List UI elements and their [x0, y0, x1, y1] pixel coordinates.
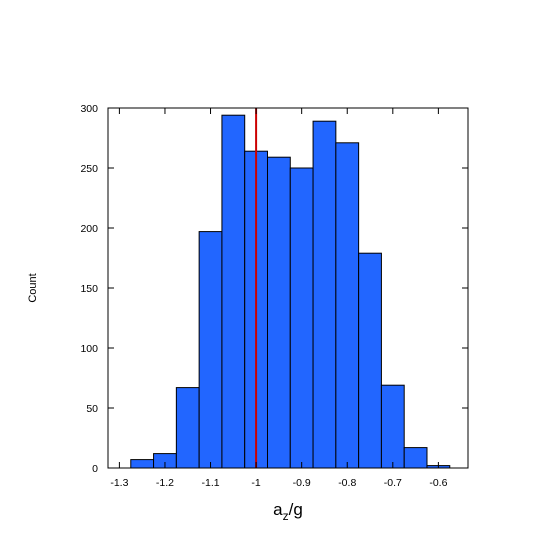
x-tick-label: -0.7 — [384, 477, 402, 489]
x-axis-label-main: a — [273, 500, 283, 519]
histogram-bar — [358, 252, 382, 469]
histogram-bar — [403, 447, 428, 469]
y-tick-label: 100 — [80, 343, 98, 355]
y-tick-label: 150 — [80, 283, 98, 295]
x-tick-label: -0.8 — [338, 477, 356, 489]
histogram-bar — [380, 384, 405, 469]
y-tick-labels: 0 50 100 150 200 250 300 — [80, 103, 98, 475]
x-tick-label: -1 — [251, 477, 260, 489]
x-tick-labels: -1.3 -1.2 -1.1 -1 -0.9 -0.8 -0.7 -0.6 — [110, 477, 447, 489]
x-tick-label: -1.2 — [156, 477, 174, 489]
histogram-bar — [175, 387, 200, 469]
x-tick-label: -1.1 — [201, 477, 219, 489]
histogram-bar — [221, 114, 246, 469]
x-axis-label: az/g — [273, 500, 303, 523]
y-tick-label: 200 — [80, 223, 98, 235]
x-tick-label: -0.9 — [293, 477, 311, 489]
histogram-bar — [130, 459, 155, 469]
x-tick-label: -1.3 — [110, 477, 128, 489]
y-tick-label: 0 — [92, 463, 98, 475]
y-axis-label: Count — [27, 273, 39, 302]
histogram-bar — [335, 142, 360, 469]
x-tick-label: -0.6 — [429, 477, 447, 489]
histogram-bar — [289, 167, 314, 469]
x-axis-label-suffix: /g — [289, 500, 303, 519]
plot-frame — [107, 107, 469, 469]
histogram-bar — [266, 156, 291, 469]
histogram-bars — [130, 114, 451, 469]
histogram-bar — [198, 231, 223, 469]
histogram-bar — [312, 120, 337, 469]
y-tick-label: 50 — [86, 403, 98, 415]
y-tick-label: 300 — [80, 103, 98, 115]
y-tick-label: 250 — [80, 163, 98, 175]
x-axis-label-subscript: z — [283, 509, 289, 523]
